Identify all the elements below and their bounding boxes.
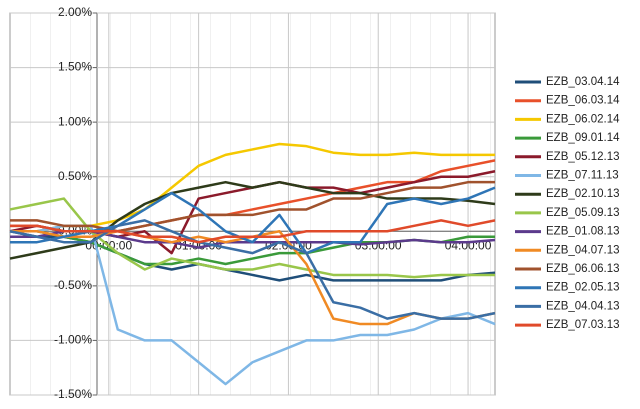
legend-label: EZB_06.02.14 <box>546 113 620 125</box>
y-tick-label: -0.50% <box>54 278 92 292</box>
legend-label: EZB_06.03.14 <box>546 95 620 107</box>
y-tick-label: -1.00% <box>54 333 92 347</box>
x-tick-label: 01:00:00 <box>175 238 222 252</box>
legend-label: EZB_03.04.14 <box>546 76 620 88</box>
legend-label: EZB_02.10.13 <box>546 188 620 200</box>
y-tick-label: -1.50% <box>54 387 92 401</box>
plot-background <box>10 13 495 395</box>
legend-label: EZB_07.03.13 <box>546 319 620 331</box>
legend-label: EZB_05.12.13 <box>546 151 620 163</box>
y-tick-label: 1.00% <box>58 114 92 128</box>
y-tick-label: 0.50% <box>58 169 92 183</box>
series-line <box>9 219 496 320</box>
legend-label: EZB_02.05.13 <box>546 282 620 294</box>
legend-label: EZB_04.04.13 <box>546 300 620 312</box>
legend-label: EZB_05.09.13 <box>546 207 620 219</box>
legend-label: EZB_07.11.13 <box>546 170 619 182</box>
y-tick-label: 2.00% <box>58 5 92 19</box>
series-line <box>10 219 496 244</box>
legend-label: EZB_04.07.13 <box>546 244 620 256</box>
series-line <box>10 180 495 233</box>
legend-label: EZB_01.08.13 <box>546 226 620 238</box>
legend-label: EZB_06.06.13 <box>546 263 620 275</box>
legend-label: EZB_09.01.14 <box>546 132 620 144</box>
y-tick-label: 1.50% <box>58 60 92 74</box>
